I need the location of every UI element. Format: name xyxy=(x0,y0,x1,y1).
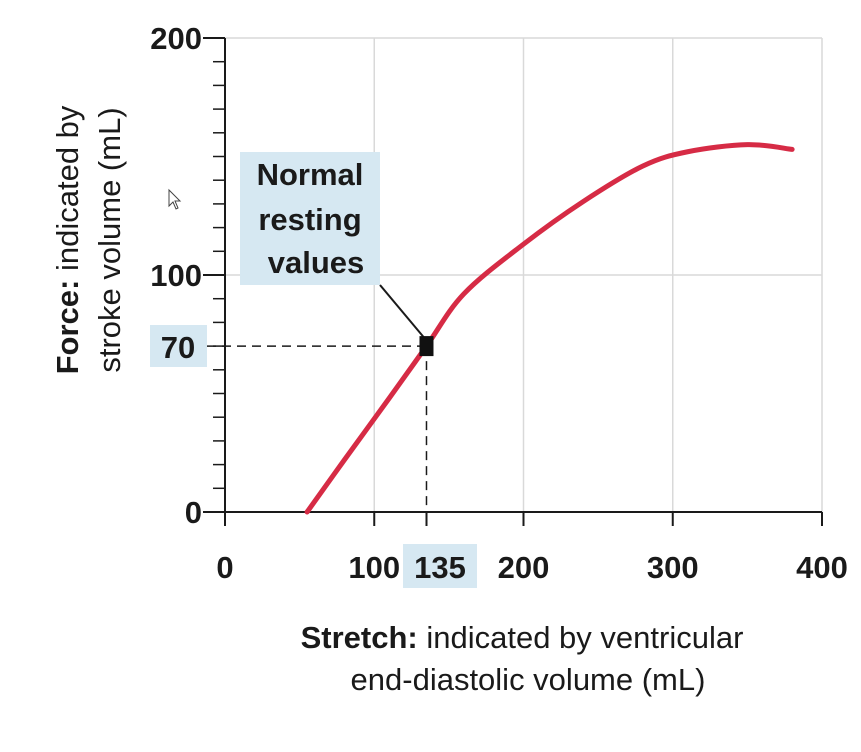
callout-line-3: values xyxy=(268,245,365,280)
y-tick-label: 100 xyxy=(150,258,202,293)
mouse-cursor-icon xyxy=(168,188,182,210)
callout-line-1: Normal xyxy=(257,157,364,192)
x-axis-title-line-1: Stretch: indicated by ventricular xyxy=(301,620,744,655)
x-ticks: 0 100 200 300 400 xyxy=(216,512,848,585)
highlight-y-label: 70 xyxy=(150,325,207,367)
y-tick-label: 0 xyxy=(185,495,202,530)
x-tick-label: 300 xyxy=(647,550,699,585)
y-axis-title-line-2: stroke volume (mL) xyxy=(92,107,127,372)
y-axis-title-line-1: Force: indicated by xyxy=(50,105,85,374)
highlight-x-label-bg xyxy=(403,544,477,588)
callout-box xyxy=(240,152,380,285)
x-axis-title-bold: Stretch: xyxy=(301,620,418,655)
x-tick-label: 200 xyxy=(498,550,550,585)
x-tick-label: 100 xyxy=(348,550,400,585)
callout-leader-line xyxy=(379,284,426,339)
highlight-point-marker xyxy=(419,336,434,357)
x-tick-label: 0 xyxy=(216,550,233,585)
highlight-y-label-bg xyxy=(150,325,207,367)
y-axis-title-bold: Force: xyxy=(50,280,85,375)
x-axis-title-line-2: end-diastolic volume (mL) xyxy=(351,662,706,697)
callout: Normal resting values xyxy=(240,152,426,339)
y-ticks: 0 100 200 xyxy=(150,21,225,530)
y-axis-title-rest: indicated by xyxy=(50,105,85,271)
highlight-x-label: 135 xyxy=(403,544,477,588)
highlight-y-label-text: 70 xyxy=(161,330,195,365)
y-tick-label: 200 xyxy=(150,21,202,56)
callout-line-2: resting xyxy=(258,202,361,237)
series-curve xyxy=(304,142,795,515)
reference-lines xyxy=(207,345,428,512)
x-axis-title-rest: indicated by ventricular xyxy=(426,620,743,655)
highlight-x-label-text: 135 xyxy=(414,550,466,585)
x-tick-label: 400 xyxy=(796,550,848,585)
